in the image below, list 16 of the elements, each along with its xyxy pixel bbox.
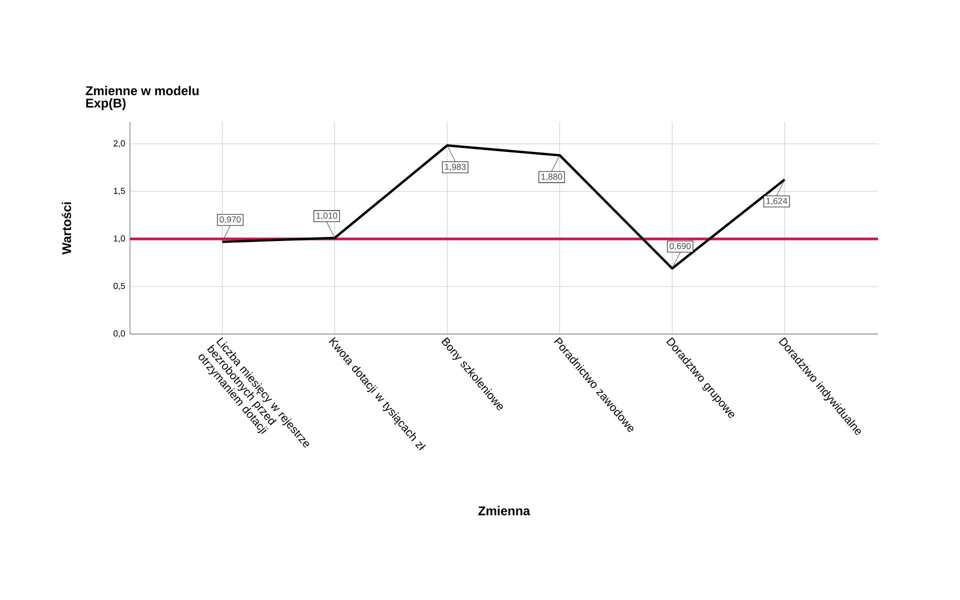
line-series bbox=[221, 144, 786, 270]
data-label: 1,880 bbox=[542, 174, 562, 181]
x-axis-title: Zmienna bbox=[478, 506, 530, 516]
data-label: 1,983 bbox=[445, 164, 466, 171]
y-axis-title: Wartości bbox=[62, 202, 72, 254]
data-label: 0,690 bbox=[670, 242, 691, 250]
y-tick-label: 2,0 bbox=[114, 140, 125, 148]
data-label: 1,010 bbox=[316, 212, 338, 220]
data-label: 1,624 bbox=[766, 198, 788, 206]
data-label: 0,970 bbox=[220, 216, 241, 224]
chart-title: Zmienne w modelu bbox=[86, 86, 199, 96]
y-tick-label: 1,5 bbox=[114, 188, 125, 195]
y-tick-label: 0,5 bbox=[114, 282, 125, 290]
y-tick-label: 1,0 bbox=[114, 235, 125, 243]
y-tick-label: 0,0 bbox=[114, 330, 125, 338]
chart-subtitle: Exp(B) bbox=[86, 98, 126, 110]
